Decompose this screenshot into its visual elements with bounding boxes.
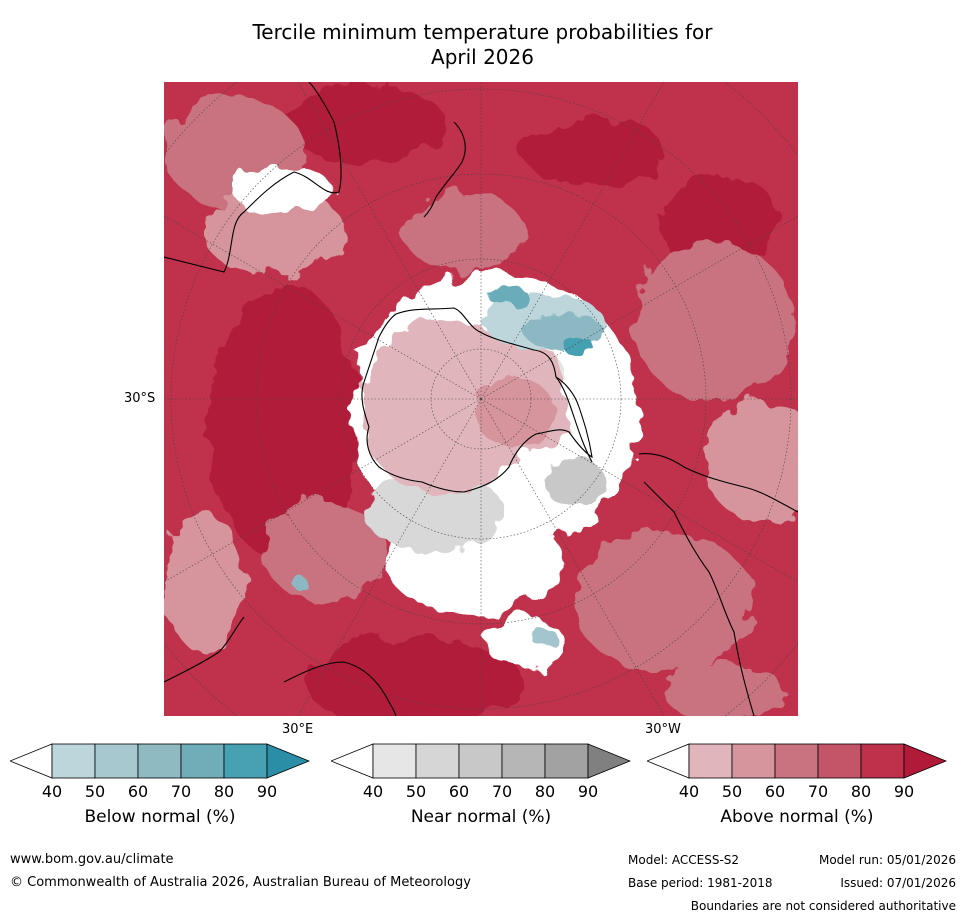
colorbar-above-swatches bbox=[645, 743, 948, 779]
tick: 50 bbox=[405, 782, 427, 801]
southamerica-coast bbox=[638, 453, 798, 716]
tick: 60 bbox=[127, 782, 149, 801]
footer-model-run: Model run: 05/01/2026 bbox=[818, 853, 956, 867]
below-normal-patches bbox=[291, 287, 604, 645]
chart-title: Tercile minimum temperature probabilitie… bbox=[0, 20, 965, 70]
tick: 40 bbox=[678, 782, 700, 801]
tick: 80 bbox=[534, 782, 556, 801]
footer-url[interactable]: www.bom.gov.au/climate bbox=[10, 852, 174, 867]
lon-label-30e: 30°E bbox=[282, 722, 314, 737]
colorbar-below: 40 50 60 70 80 90 Below normal (%) bbox=[8, 743, 311, 827]
title-line-1: Tercile minimum temperature probabilitie… bbox=[252, 20, 713, 44]
above-medium-patches bbox=[164, 97, 798, 716]
title-line-2: April 2026 bbox=[431, 45, 534, 69]
antarctica-coast bbox=[361, 307, 593, 493]
lat-label-30s: 30°S bbox=[124, 391, 156, 406]
coastlines bbox=[164, 82, 798, 716]
tick: 40 bbox=[41, 782, 63, 801]
tick: 40 bbox=[362, 782, 384, 801]
footer-model: Model: ACCESS-S2 bbox=[628, 853, 740, 867]
newzealand-coast bbox=[423, 121, 466, 218]
peninsula-coast bbox=[555, 376, 593, 463]
tick: 90 bbox=[256, 782, 278, 801]
colorbar-near-label: Near normal (%) bbox=[410, 807, 552, 827]
australia-coast bbox=[164, 82, 342, 273]
footer-base-period: Base period: 1981-2018 bbox=[628, 876, 773, 890]
tick: 90 bbox=[893, 782, 915, 801]
map-canvas bbox=[164, 82, 798, 716]
tick: 60 bbox=[448, 782, 470, 801]
tick: 80 bbox=[850, 782, 872, 801]
tick: 70 bbox=[491, 782, 513, 801]
tick: 90 bbox=[577, 782, 599, 801]
colorbar-near: 40 50 60 70 80 90 Near normal (%) bbox=[329, 743, 632, 827]
lon-label-30w: 30°W bbox=[645, 722, 681, 737]
colorbar-below-swatches bbox=[8, 743, 311, 779]
colorbar-above: 40 50 60 70 80 90 Above normal (%) bbox=[645, 743, 948, 827]
tick: 70 bbox=[170, 782, 192, 801]
tick: 80 bbox=[213, 782, 235, 801]
footer-copyright: © Commonwealth of Australia 2026, Austra… bbox=[10, 875, 471, 890]
africa-coast bbox=[164, 616, 397, 716]
colorbar-above-label: Above normal (%) bbox=[720, 807, 874, 827]
footer-issued: Issued: 07/01/2026 bbox=[840, 876, 956, 890]
graticule bbox=[164, 82, 798, 716]
colorbar-below-label: Below normal (%) bbox=[84, 807, 236, 827]
colorbar-near-swatches bbox=[329, 743, 632, 779]
tick: 50 bbox=[84, 782, 106, 801]
footer-boundaries: Boundaries are not considered authoritat… bbox=[690, 899, 956, 913]
tick: 50 bbox=[721, 782, 743, 801]
probability-map bbox=[164, 82, 798, 716]
tick: 70 bbox=[807, 782, 829, 801]
tick: 60 bbox=[764, 782, 786, 801]
